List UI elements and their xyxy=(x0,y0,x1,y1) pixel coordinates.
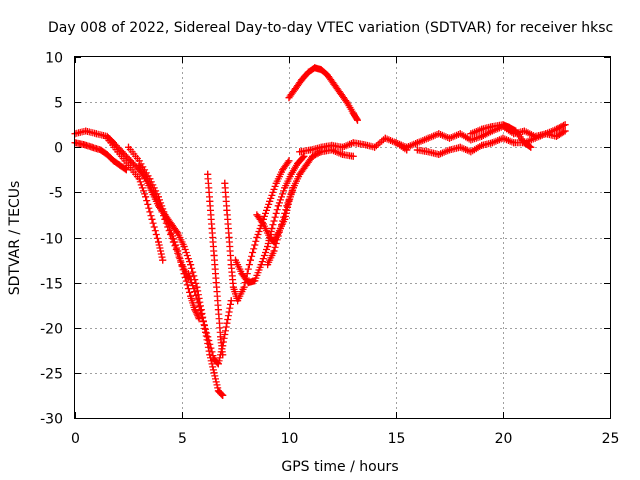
y-tick-label: -5 xyxy=(49,186,63,202)
series-track xyxy=(103,134,167,264)
series-arc-11 xyxy=(264,146,357,269)
y-axis-label: SDTVAR / TECUs xyxy=(7,181,23,296)
data-points xyxy=(71,64,569,399)
x-tick-label: 20 xyxy=(495,431,513,447)
y-tick-label: -15 xyxy=(40,277,63,293)
series-track xyxy=(413,127,569,158)
y-tick-label: -20 xyxy=(40,322,63,338)
plot-frame xyxy=(74,56,611,419)
x-tick-label: 5 xyxy=(178,431,187,447)
series-arc-1 xyxy=(71,127,227,399)
series-arc-2 xyxy=(71,139,130,174)
y-tick-label: 0 xyxy=(54,141,63,157)
series-arc-15 xyxy=(413,127,569,158)
x-tick-label: 10 xyxy=(281,431,299,447)
series-arc-9 xyxy=(232,152,308,287)
series-arc-8 xyxy=(221,157,293,305)
y-tick-label: 5 xyxy=(54,96,63,112)
x-axis-label: GPS time / hours xyxy=(281,459,398,475)
series-arc-13 xyxy=(296,134,411,156)
series-arc-4 xyxy=(125,143,203,323)
chart-title: Day 008 of 2022, Sidereal Day-to-day VTE… xyxy=(48,20,613,36)
series-arc-5 xyxy=(135,161,192,282)
series-track xyxy=(184,270,235,368)
series-track xyxy=(221,157,293,305)
series-track xyxy=(204,170,227,359)
axis-ticks xyxy=(75,57,611,419)
tick-labels: 0 5 10 15 20 25 -30 -25 -20 -15 -10 -5 0 5 10 xyxy=(40,51,619,448)
x-tick-label: 25 xyxy=(602,431,620,447)
y-tick-label: -25 xyxy=(40,367,63,383)
series-arc-16 xyxy=(467,121,535,151)
x-tick-label: 0 xyxy=(71,431,80,447)
series-track xyxy=(135,161,192,282)
y-tick-label: 10 xyxy=(45,51,63,67)
series-arc-12 xyxy=(285,64,361,124)
series-arc-7 xyxy=(204,170,227,359)
y-tick-label: -10 xyxy=(40,232,63,248)
y-tick-label: -30 xyxy=(40,412,63,428)
series-track xyxy=(232,152,308,287)
grid xyxy=(75,57,610,418)
series-track xyxy=(125,143,203,323)
series-track xyxy=(71,127,227,399)
series-track xyxy=(264,146,357,269)
series-arc-3 xyxy=(103,134,167,264)
series-track xyxy=(296,134,411,156)
series-track xyxy=(467,121,535,151)
series-track xyxy=(285,64,361,124)
x-tick-label: 15 xyxy=(388,431,406,447)
